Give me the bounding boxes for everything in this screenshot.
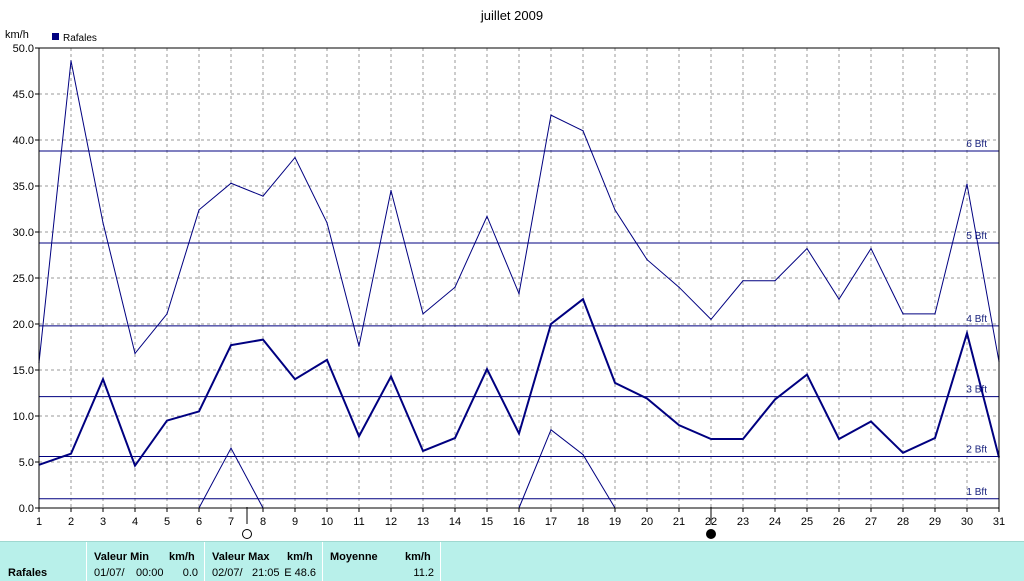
x-tick-label: 17 (545, 516, 557, 528)
y-tick-label: 0.0 (19, 503, 34, 515)
series-line-min (198, 447, 264, 509)
y-ticks: 0.0 5.0 10.0 15.0 20.0 25.0 30.0 35.0 40.0 45.0 50… (13, 43, 39, 515)
beaufort-label: 2 Bft (966, 444, 987, 455)
series-line-max (38, 60, 1000, 363)
full-moon-icon (242, 529, 252, 539)
stats-max-header: Valeur Max (212, 551, 270, 563)
y-tick-label: 40.0 (13, 135, 34, 147)
stats-min-time: 00:00 (136, 567, 164, 579)
stats-min-header: Valeur Min (94, 551, 150, 563)
stats-max-date: 02/07/ (212, 567, 243, 579)
new-moon-icon (706, 529, 716, 539)
y-axis-label: km/h (5, 29, 29, 41)
y-tick-label: 25.0 (13, 273, 34, 285)
y-tick-label: 45.0 (13, 89, 34, 101)
series-line-average (38, 297, 1000, 468)
x-tick-label: 23 (737, 516, 749, 528)
x-tick-label: 24 (769, 516, 781, 528)
x-tick-label: 10 (321, 516, 333, 528)
stats-max-cell: Valeur Max km/h 02/07/ 21:05 E 48.6 (204, 542, 323, 581)
x-tick-label: 14 (449, 516, 461, 528)
x-tick-label: 15 (481, 516, 493, 528)
x-tick-label: 19 (609, 516, 621, 528)
x-tick-label: 11 (353, 516, 364, 528)
x-tick-label: 4 (132, 516, 138, 528)
x-tick-label: 20 (641, 516, 653, 528)
stats-min-value: 0.0 (182, 567, 198, 579)
y-tick-label: 10.0 (13, 411, 34, 423)
stats-min-cell: Valeur Min km/h 01/07/ 00:00 0.0 (86, 542, 205, 581)
x-tick-label: 6 (196, 516, 202, 528)
stats-bar: Rafales Valeur Min km/h 01/07/ 00:00 0.0… (0, 541, 1024, 581)
x-tick-label: 5 (164, 516, 170, 528)
stats-min-unit: km/h (169, 551, 195, 563)
x-tick-label: 8 (260, 516, 266, 528)
stats-avg-cell: Moyenne km/h 11.2 (322, 542, 441, 581)
grid (38, 47, 1000, 509)
chart-title: juillet 2009 (480, 8, 543, 23)
legend: Rafales (52, 33, 97, 44)
beaufort-label: 6 Bft (966, 139, 987, 150)
stats-avg-header: Moyenne (330, 551, 378, 563)
stats-avg-unit: km/h (405, 551, 431, 563)
x-tick-label: 21 (673, 516, 685, 528)
stats-row-label-cell: Rafales (0, 542, 87, 581)
y-tick-label: 20.0 (13, 319, 34, 331)
x-tick-label: 25 (801, 516, 813, 528)
legend-swatch (52, 33, 59, 40)
x-tick-label: 16 (513, 516, 525, 528)
y-tick-label: 30.0 (13, 227, 34, 239)
y-tick-label: 50.0 (13, 43, 34, 55)
stats-max-value: E 48.6 (284, 567, 316, 579)
x-ticks: 1 2 3 4 5 6 7 8 9 10 11 12 13 14 15 16 17 18 19 20 21 22 23 24 2… (36, 508, 1005, 528)
x-tick-label: 13 (417, 516, 429, 528)
y-tick-label: 5.0 (19, 457, 34, 469)
stats-min-date: 01/07/ (94, 567, 125, 579)
stats-max-time: 21:05 (252, 567, 280, 579)
x-tick-label: 30 (961, 516, 973, 528)
beaufort-label: 3 Bft (966, 385, 987, 396)
x-tick-label: 26 (833, 516, 845, 528)
x-tick-label: 27 (865, 516, 877, 528)
stats-avg-value: 11.2 (413, 567, 434, 579)
x-tick-label: 28 (897, 516, 909, 528)
beaufort-label: 1 Bft (966, 487, 987, 498)
x-tick-label: 12 (385, 516, 397, 528)
series-line-min (518, 429, 616, 509)
stats-max-unit: km/h (287, 551, 313, 563)
x-tick-label: 9 (292, 516, 298, 528)
legend-label: Rafales (63, 33, 97, 44)
x-tick-label: 18 (577, 516, 589, 528)
x-tick-label: 29 (929, 516, 941, 528)
x-tick-label: 2 (68, 516, 74, 528)
y-tick-label: 15.0 (13, 365, 34, 377)
y-tick-label: 35.0 (13, 181, 34, 193)
x-tick-label: 1 (36, 516, 42, 528)
x-tick-label: 31 (993, 516, 1005, 528)
stats-row-label: Rafales (8, 567, 48, 579)
moon-phases (242, 507, 716, 539)
x-tick-label: 7 (228, 516, 234, 528)
beaufort-label: 4 Bft (966, 314, 987, 325)
chart: juillet 2009 km/h Rafales 1 Bft 2 Bft 3 Bf… (5, 8, 1005, 539)
x-tick-label: 3 (100, 516, 106, 528)
